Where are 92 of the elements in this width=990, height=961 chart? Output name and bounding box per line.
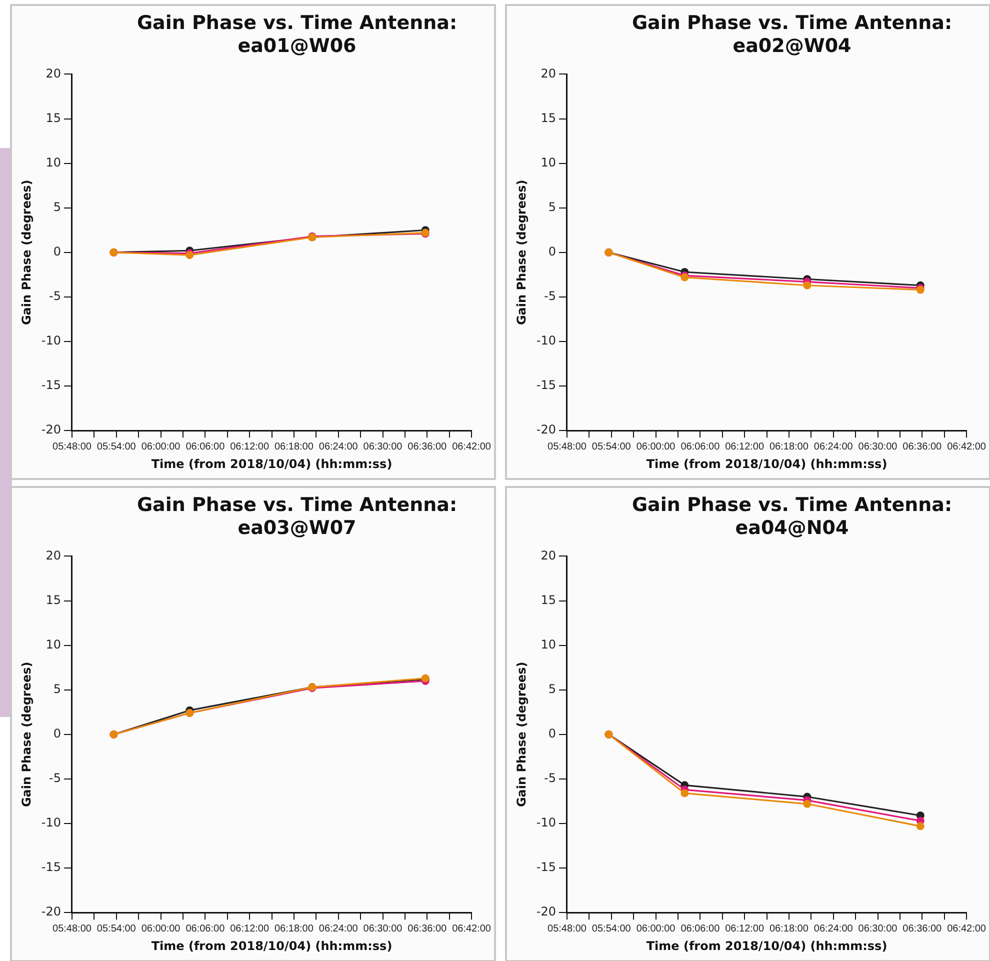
x-tick-label: 06:18:00 xyxy=(769,441,809,452)
x-tick-label: 05:48:00 xyxy=(52,923,92,934)
y-tick-label: -5 xyxy=(49,771,61,786)
x-tick-label: 05:48:00 xyxy=(52,441,92,452)
x-tick-label: 06:06:00 xyxy=(680,923,720,934)
y-axis-title: Gain Phase (degrees) xyxy=(19,180,34,326)
y-tick-label: 10 xyxy=(540,155,556,170)
y-tick-label: -10 xyxy=(536,816,556,830)
y-axis-title: Gain Phase (degrees) xyxy=(514,662,528,808)
x-tick-label: 06:24:00 xyxy=(814,923,854,934)
x-tick-label: 06:00:00 xyxy=(636,441,676,452)
x-tick-label: 06:36:00 xyxy=(408,441,448,452)
y-axis-title: Gain Phase (degrees) xyxy=(514,180,528,326)
y-tick-label: -5 xyxy=(544,771,556,786)
x-tick-label: 06:30:00 xyxy=(858,441,898,452)
x-tick-label: 05:54:00 xyxy=(592,923,632,934)
y-tick-label: -20 xyxy=(536,422,556,437)
x-tick-label: 06:12:00 xyxy=(725,923,764,934)
y-tick-label: -15 xyxy=(536,378,556,392)
x-tick-label: 05:48:00 xyxy=(548,923,587,934)
x-axis-title: Time (from 2018/10/04) (hh:mm:ss) xyxy=(646,456,888,471)
x-tick-label: 06:18:00 xyxy=(274,923,314,934)
x-tick-label: 06:06:00 xyxy=(186,441,226,452)
y-tick-label: 0 xyxy=(53,726,61,741)
y-tick-label: -15 xyxy=(41,378,61,392)
y-tick-label: -20 xyxy=(536,904,556,919)
x-tick-label: 05:54:00 xyxy=(592,441,632,452)
y-tick-label: 20 xyxy=(46,66,61,80)
chart-title: Gain Phase vs. Time Antenna: ea04@N04 xyxy=(630,494,954,540)
y-tick-label: -10 xyxy=(536,334,556,348)
y-tick-label: 0 xyxy=(548,244,556,259)
y-tick-label: -10 xyxy=(41,816,61,830)
point xyxy=(916,822,924,830)
point xyxy=(680,789,689,798)
y-tick-label: 0 xyxy=(53,244,61,259)
y-tick-label: 20 xyxy=(46,548,61,562)
y-tick-label: 20 xyxy=(540,66,556,80)
x-tick-label: 06:12:00 xyxy=(230,441,270,452)
x-tick-label: 06:00:00 xyxy=(141,923,181,934)
x-tick-label: 06:30:00 xyxy=(363,441,403,452)
x-tick-label: 05:48:00 xyxy=(548,441,587,452)
x-axis-title: Time (from 2018/10/04) (hh:mm:ss) xyxy=(646,938,888,953)
x-tick-label: 06:42:00 xyxy=(947,441,986,452)
y-tick-label: 15 xyxy=(540,592,556,607)
x-axis-title: Time (from 2018/10/04) (hh:mm:ss) xyxy=(151,938,392,953)
x-tick-label: 06:00:00 xyxy=(141,441,181,452)
y-tick-label: 10 xyxy=(540,637,556,652)
y-tick-label: -10 xyxy=(41,334,61,348)
y-tick-label: 5 xyxy=(548,200,556,214)
point xyxy=(803,281,812,290)
y-tick-label: 20 xyxy=(540,548,556,562)
x-tick-label: 06:42:00 xyxy=(452,441,492,452)
y-tick-label: -15 xyxy=(536,860,556,874)
y-tick-label: -5 xyxy=(544,289,556,304)
y-tick-label: -15 xyxy=(41,860,61,874)
y-tick-label: 15 xyxy=(46,592,61,607)
chart-title: Gain Phase vs. Time Antenna: ea02@W04 xyxy=(630,12,954,58)
x-tick-label: 06:12:00 xyxy=(230,923,270,934)
y-tick-label: 5 xyxy=(53,682,61,696)
chart-title: Gain Phase vs. Time Antenna: ea03@W07 xyxy=(136,494,458,540)
x-tick-label: 06:30:00 xyxy=(363,923,403,934)
x-tick-label: 06:12:00 xyxy=(725,441,764,452)
x-tick-label: 05:54:00 xyxy=(96,923,136,934)
x-tick-label: 06:42:00 xyxy=(947,923,986,934)
x-tick-label: 06:24:00 xyxy=(318,441,358,452)
x-tick-label: 06:36:00 xyxy=(408,923,448,934)
x-axis-title: Time (from 2018/10/04) (hh:mm:ss) xyxy=(151,456,392,471)
x-tick-label: 06:24:00 xyxy=(318,923,358,934)
y-tick-label: -20 xyxy=(41,422,61,437)
x-tick-label: 06:36:00 xyxy=(902,441,942,452)
y-tick-label: -20 xyxy=(41,904,61,919)
x-tick-label: 06:24:00 xyxy=(814,441,854,452)
y-axis-title: Gain Phase (degrees) xyxy=(19,662,34,808)
y-tick-label: 10 xyxy=(46,637,61,652)
y-tick-label: 5 xyxy=(548,682,556,696)
x-tick-label: 06:30:00 xyxy=(858,923,898,934)
x-tick-label: 06:18:00 xyxy=(274,441,314,452)
point xyxy=(803,800,812,808)
x-tick-label: 06:06:00 xyxy=(186,923,226,934)
y-tick-label: 10 xyxy=(46,155,61,170)
y-tick-label: 5 xyxy=(53,200,61,214)
chart-title: Gain Phase vs. Time Antenna: ea01@W06 xyxy=(136,12,458,58)
y-tick-label: 0 xyxy=(548,726,556,741)
y-tick-label: 15 xyxy=(540,110,556,125)
x-tick-label: 06:06:00 xyxy=(680,441,720,452)
x-tick-label: 06:18:00 xyxy=(769,923,809,934)
x-tick-label: 05:54:00 xyxy=(96,441,136,452)
y-tick-label: -5 xyxy=(49,289,61,304)
y-tick-label: 15 xyxy=(46,110,61,125)
x-tick-label: 06:36:00 xyxy=(902,923,942,934)
x-tick-label: 06:00:00 xyxy=(636,923,676,934)
x-tick-label: 06:42:00 xyxy=(452,923,492,934)
